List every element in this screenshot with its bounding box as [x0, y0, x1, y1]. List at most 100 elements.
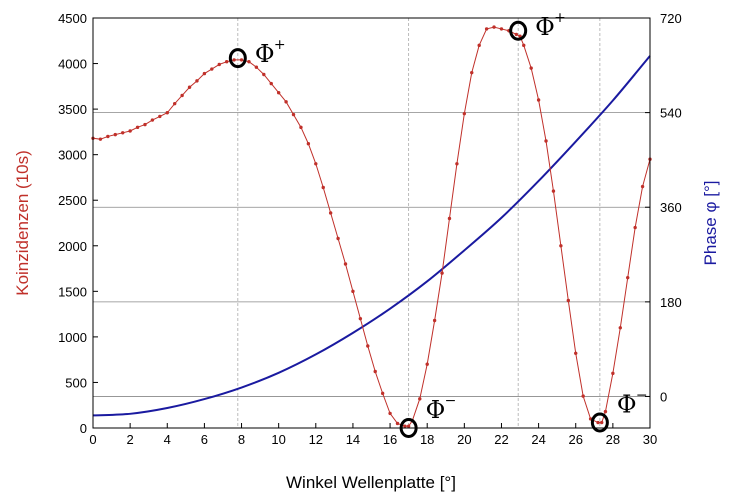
counts-point: [276, 91, 281, 95]
annotation-symbol: Φ: [426, 396, 446, 424]
counts-point: [455, 162, 459, 166]
counts-point: [462, 111, 467, 116]
counts-point: [210, 67, 214, 71]
phase-line: [92, 55, 651, 417]
counts-point: [603, 409, 608, 414]
counts-point: [143, 122, 147, 127]
counts-point: [165, 111, 169, 115]
counts-point: [262, 72, 266, 77]
counts-point: [406, 424, 411, 428]
y-tick-label: 4000: [58, 57, 87, 72]
counts-point: [328, 211, 333, 215]
counts-point: [499, 27, 504, 31]
x-tick-label: 30: [643, 432, 657, 447]
y2-tick-label: 360: [660, 200, 682, 215]
counts-point: [291, 112, 296, 117]
y-tick-label: 1000: [58, 330, 87, 345]
counts-point: [158, 114, 162, 119]
counts-point: [321, 185, 325, 190]
counts-point: [195, 79, 199, 83]
counts-point: [559, 244, 563, 248]
phase-series: [92, 55, 651, 417]
x-tick-label: 18: [420, 432, 434, 447]
counts-line: [92, 26, 651, 427]
y-tick-label: 1500: [58, 284, 87, 299]
counts-point: [395, 421, 400, 426]
x-tick-label: 2: [127, 432, 134, 447]
counts-point: [529, 66, 533, 70]
counts-point: [626, 275, 630, 280]
x-tick-label: 0: [89, 432, 96, 447]
x-tick-label: 6: [201, 432, 208, 447]
counts-point: [633, 225, 637, 230]
annotation-superscript: +: [274, 37, 286, 53]
annotation-symbol: Φ: [535, 13, 555, 41]
annotation-superscript: −: [445, 393, 457, 409]
counts-point: [224, 60, 229, 64]
x-tick-label: 20: [457, 432, 471, 447]
counts-point: [581, 394, 585, 398]
y2-tick-label: 180: [660, 295, 682, 310]
y-tick-label: 3500: [58, 102, 87, 117]
counts-point: [536, 98, 541, 102]
counts-point: [470, 70, 474, 75]
counts-point: [618, 326, 622, 330]
counts-point: [284, 100, 288, 104]
annotation-circle: [228, 48, 247, 69]
y-tick-label: 3000: [58, 148, 87, 163]
counts-point: [544, 139, 548, 143]
counts-point: [600, 420, 604, 425]
annotation-circle: [590, 412, 609, 433]
counts-point: [343, 262, 348, 266]
x-tick-label: 12: [309, 432, 323, 447]
counts-point: [187, 85, 192, 89]
x-tick-label: 26: [568, 432, 582, 447]
counts-point: [447, 216, 452, 221]
counts-point: [366, 344, 370, 348]
plot-frame: [92, 17, 651, 429]
counts-point: [135, 125, 140, 130]
counts-point: [299, 125, 303, 130]
annotation-circle: [509, 20, 528, 41]
x-tick-label: 8: [238, 432, 245, 447]
counts-series: [91, 25, 652, 428]
annotation-symbol: Φ: [617, 391, 637, 419]
y2-tick-label: 0: [660, 389, 667, 404]
y-axis-label: Koinzidenzen (10s): [13, 150, 32, 296]
annotations: Φ +Φ +Φ − Φ −: [228, 10, 648, 438]
y-tick-label: 2500: [58, 193, 87, 208]
counts-point: [217, 62, 221, 67]
x-tick-label: 16: [383, 432, 397, 447]
counts-point: [121, 131, 125, 135]
counts-point: [336, 236, 340, 241]
counts-point: [440, 271, 444, 275]
y-tick-label: 4500: [58, 11, 87, 26]
counts-point: [254, 65, 259, 69]
counts-point: [514, 32, 519, 37]
y2-axis-label: Phase φ [°]: [701, 181, 720, 266]
counts-point: [232, 58, 236, 62]
counts-point: [269, 81, 273, 86]
y2-tick-label: 720: [660, 11, 682, 26]
annotation-superscript: −: [636, 388, 648, 404]
annotation-symbol: Φ: [255, 40, 275, 68]
counts-point: [202, 71, 207, 76]
counts-point: [306, 142, 311, 146]
x-tick-label: 4: [164, 432, 171, 447]
x-tick-label: 10: [271, 432, 285, 447]
counts-point: [113, 132, 117, 137]
counts-point: [388, 411, 392, 416]
counts-point: [484, 27, 489, 31]
counts-point: [432, 318, 437, 323]
counts-point: [425, 362, 429, 366]
x-axis-label: Winkel Wellenplatte [°]: [286, 473, 456, 492]
counts-point: [247, 60, 251, 64]
counts-point: [314, 162, 318, 166]
counts-point: [106, 134, 110, 139]
counts-point: [373, 369, 377, 374]
counts-point: [380, 391, 385, 396]
counts-point: [522, 43, 526, 48]
counts-point: [574, 351, 578, 355]
counts-point: [150, 118, 155, 122]
x-tick-label: 22: [494, 432, 508, 447]
